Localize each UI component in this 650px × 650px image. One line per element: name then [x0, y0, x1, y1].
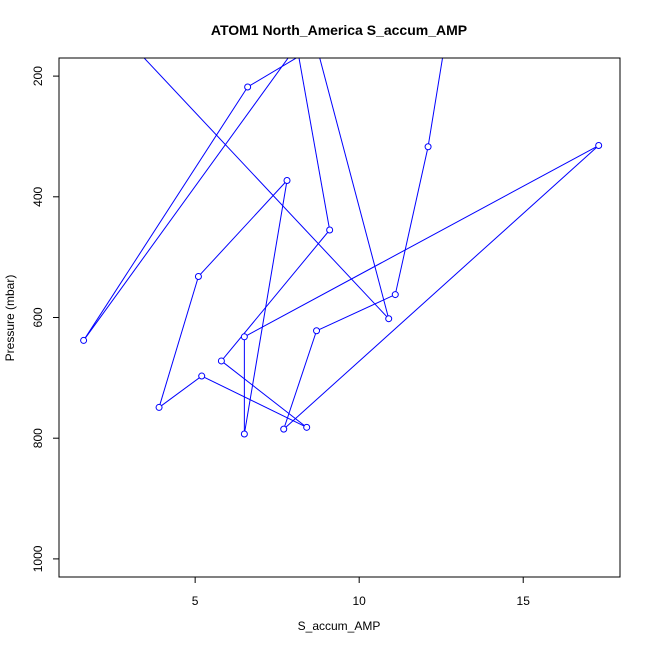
y-tick-label: 400 [31, 186, 45, 206]
series-line-segment [198, 180, 288, 277]
data-point [424, 143, 432, 151]
data-point [244, 83, 252, 91]
data-point [326, 226, 334, 234]
series-line-segment [83, 86, 249, 341]
data-point [155, 403, 163, 411]
series-line-segment [158, 276, 199, 408]
series-line-segment [83, 58, 289, 341]
data-point [313, 327, 321, 335]
x-tick-label: 5 [192, 594, 199, 608]
data-point [391, 291, 399, 299]
data-point [198, 372, 206, 380]
y-axis: 200 400 600 800 1000 [31, 66, 59, 572]
series-line-segment [394, 146, 429, 295]
data-point [194, 272, 202, 280]
series-line-segment [319, 58, 390, 319]
data-point [240, 333, 248, 341]
data-point [240, 430, 248, 438]
x-axis: 5 10 15 [192, 577, 530, 608]
y-tick-label: 1000 [31, 545, 45, 572]
y-axis-label: Pressure (mbar) [3, 275, 17, 362]
series-line-segment [283, 330, 318, 430]
data-point [595, 142, 603, 150]
x-tick-label: 15 [517, 594, 531, 608]
series-line-segment [298, 58, 331, 231]
plot-area [80, 58, 603, 438]
data-point [283, 177, 291, 185]
x-tick-label: 10 [353, 594, 367, 608]
data-point [217, 357, 225, 365]
series-line-segment [427, 58, 444, 147]
series-line-segment [244, 145, 599, 338]
series-line-segment [221, 229, 331, 362]
data-point [80, 336, 88, 344]
chart-title: ATOM1 North_America S_accum_AMP [211, 22, 467, 38]
series-line-segment [201, 375, 307, 428]
series-line-segment [143, 58, 390, 320]
series-line-segment [316, 294, 396, 332]
y-tick-label: 800 [31, 428, 45, 448]
data-point [385, 315, 393, 323]
y-tick-label: 200 [31, 66, 45, 86]
series-line-segment [221, 360, 308, 428]
x-axis-label: S_accum_AMP [298, 619, 381, 633]
data-point [280, 425, 288, 433]
y-tick-label: 600 [31, 307, 45, 327]
series-line-segment [247, 58, 298, 88]
series-line-segment [158, 375, 203, 408]
plot-frame [58, 57, 621, 578]
data-point [303, 423, 311, 431]
series-line-segment [283, 145, 600, 430]
